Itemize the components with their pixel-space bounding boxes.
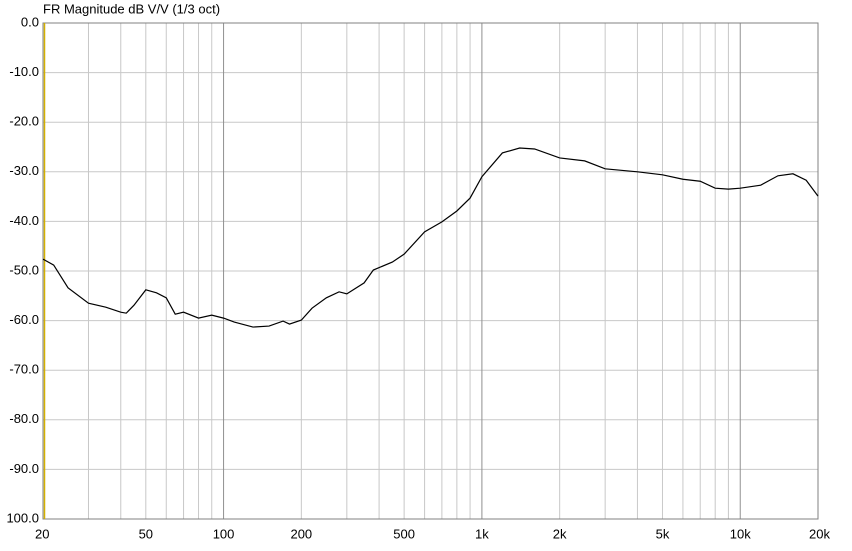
- y-tick-label: -80.0: [9, 411, 39, 426]
- x-tick-label: 20: [35, 526, 49, 541]
- y-tick-label: -30.0: [9, 163, 39, 178]
- x-tick-label: 500: [393, 526, 415, 541]
- plot-frame: [42, 22, 819, 520]
- x-tick-label: 5k: [656, 526, 670, 541]
- x-tick-label: 50: [139, 526, 153, 541]
- y-tick-label: -90.0: [9, 461, 39, 476]
- y-tick-label: 100.0: [6, 510, 39, 525]
- x-tick-label: 1k: [475, 526, 489, 541]
- x-tick-label: 100: [213, 526, 235, 541]
- data-line: [42, 147, 819, 328]
- x-tick-label: 2k: [553, 526, 567, 541]
- x-tick-label: 10k: [730, 526, 751, 541]
- x-tick-label: 20k: [809, 526, 830, 541]
- y-tick-label: -70.0: [9, 362, 39, 377]
- y-tick-label: -50.0: [9, 262, 39, 277]
- y-tick-label: -20.0: [9, 114, 39, 129]
- y-tick-label: 0.0: [21, 14, 39, 29]
- chart-title: FR Magnitude dB V/V (1/3 oct): [43, 1, 220, 16]
- grid: [42, 22, 819, 520]
- y-tick-label: -40.0: [9, 213, 39, 228]
- y-tick-label: -10.0: [9, 64, 39, 79]
- y-tick-label: -60.0: [9, 312, 39, 327]
- x-tick-label: 200: [290, 526, 312, 541]
